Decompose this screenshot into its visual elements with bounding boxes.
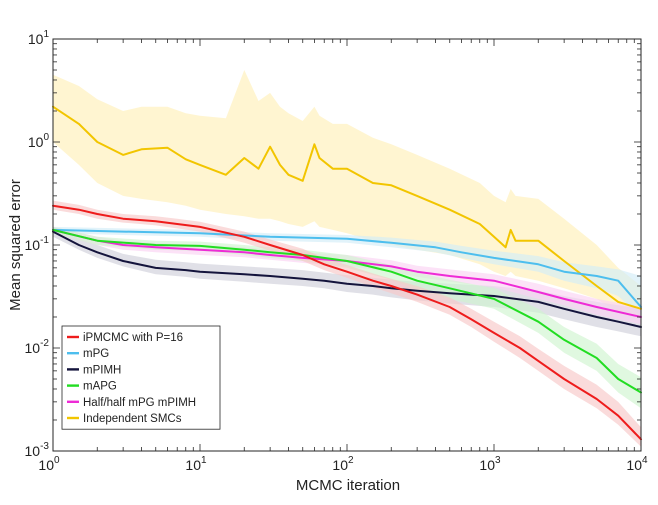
line-mapg [52, 228, 642, 394]
y-axis-label: Mean squared error [7, 179, 24, 311]
band-mpimh [53, 226, 641, 337]
legend-label-mapg: mAPG [83, 381, 117, 393]
axes: 100 101 102 103 104 10-3 10-2 10-1 100 101 [25, 29, 648, 473]
legend-label-half-half-mpg-mpimh: Half/half mPG mPIMH [83, 397, 196, 409]
y-tick-label: 100 [28, 132, 50, 150]
x-axis-label: MCMC iteration [296, 477, 400, 494]
series-lines [52, 105, 642, 441]
y-tick-label: 10-2 [25, 338, 50, 356]
legend-label-ipmcmc-with-p-16: iPMCMC with P=16 [83, 332, 183, 344]
x-tick-label: 104 [626, 455, 648, 473]
line-independent-smcs [52, 105, 642, 310]
y-tick-label: 10-1 [25, 235, 50, 253]
x-tick-label: 100 [38, 455, 60, 473]
x-tick-label: 103 [479, 455, 501, 473]
x-tick-label: 101 [185, 455, 207, 473]
y-tick-label: 101 [28, 29, 50, 47]
confidence-bands [53, 70, 641, 447]
x-tick-label: 102 [332, 455, 354, 473]
band-half-half-mpg-mpimh [53, 226, 641, 325]
legend-label-mpimh: mPIMH [83, 364, 121, 376]
legend-label-independent-smcs: Independent SMCs [83, 413, 182, 425]
legend-label-mpg: mPG [83, 348, 109, 360]
band-mapg [53, 226, 641, 409]
y-tick-label: 10-3 [25, 441, 50, 459]
legend: iPMCMC with P=16 mPG mPIMH mAPG Half/half mP… [61, 325, 221, 430]
line-mpg [52, 228, 642, 308]
line-ipmcmc-with-p-16 [52, 204, 642, 441]
legend-box [61, 325, 221, 430]
line-mpimh [52, 230, 642, 328]
